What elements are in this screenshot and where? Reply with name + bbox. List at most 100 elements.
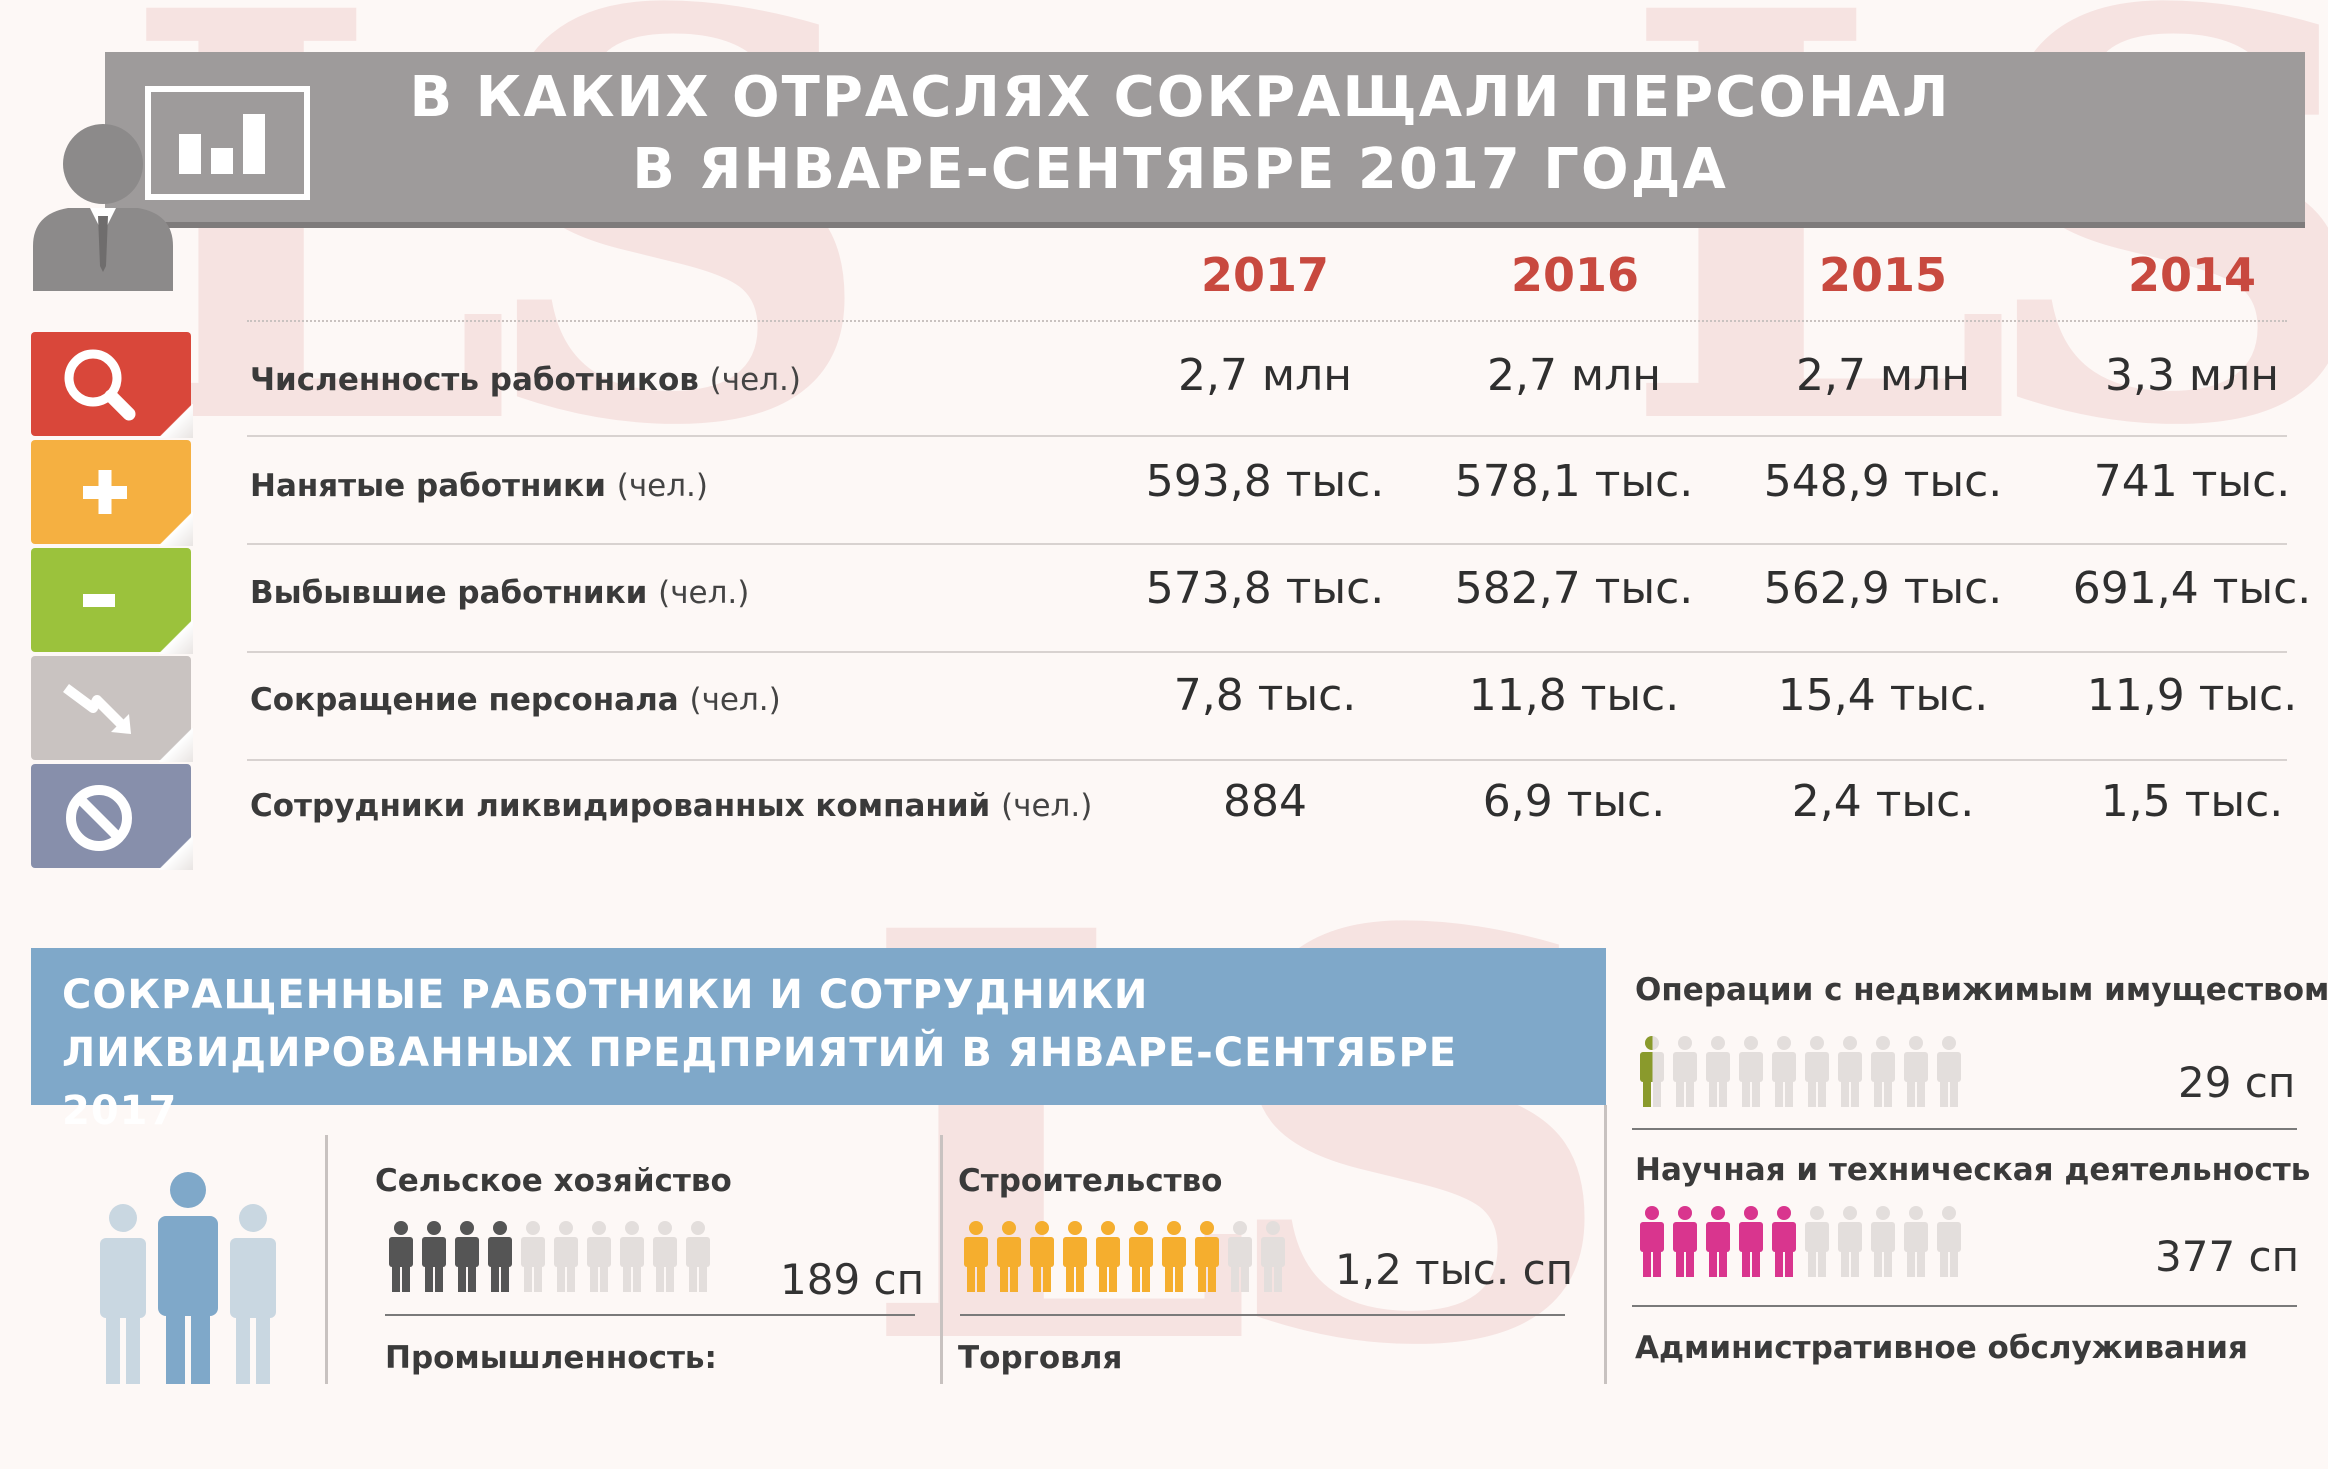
cell-employees-2014: 3,3 млн <box>2104 350 2280 401</box>
people-pictogram <box>389 1221 710 1292</box>
cell-hired-2015: 548,9 тыс. <box>1763 456 2003 507</box>
year-header-2016: 2016 <box>1510 248 1640 302</box>
down-trend-arrow-icon <box>63 683 131 734</box>
person-mark-empty <box>686 1221 710 1292</box>
sector-label-agriculture: Сельское хозяйство <box>375 1163 732 1199</box>
row-label-layoffs: Сокращение персонала (чел.) <box>250 682 781 718</box>
year-header-2015: 2015 <box>1818 248 1948 302</box>
person-mark-filled <box>1772 1206 1796 1277</box>
person-mark-empty <box>1871 1206 1895 1277</box>
person-mark-empty <box>1904 1036 1928 1107</box>
sector-value-science: 377 сп <box>2155 1232 2300 1281</box>
bar-chart-icon <box>145 86 310 200</box>
row-divider-1 <box>247 435 2287 437</box>
cell-layoffs-2016: 11,8 тыс. <box>1468 670 1680 721</box>
sector-value-construction: 1,2 тыс. сп <box>1335 1245 1574 1294</box>
person-mark-filled <box>455 1221 479 1292</box>
people-bar-real-estate <box>1636 1035 1966 1107</box>
title-line-2: В ЯНВАРЕ-СЕНТЯБРЕ 2017 ГОДА <box>632 137 1728 202</box>
sector-value-real-estate: 29 сп <box>2178 1058 2296 1107</box>
row-label-departed: Выбывшие работники (чел.) <box>250 575 750 611</box>
cell-liquidated-2016: 6,9 тыс. <box>1482 776 1666 827</box>
sector-label-real-estate: Операции с недвижимым имуществом <box>1635 972 2328 1008</box>
cell-layoffs-2015: 15,4 тыс. <box>1777 670 1989 721</box>
cell-liquidated-2017: 884 <box>1223 776 1307 827</box>
sector-label-trade: Торговля <box>958 1340 1123 1376</box>
cell-layoffs-2017: 7,8 тыс. <box>1173 670 1357 721</box>
row-divider-2 <box>247 543 2287 545</box>
person-mark-empty <box>1838 1036 1862 1107</box>
person-mark-filled <box>1063 1221 1087 1292</box>
person-mark-filled <box>1640 1036 1653 1107</box>
person-icon <box>28 116 178 295</box>
person-mark-empty <box>1904 1206 1928 1277</box>
row-icon-box-1 <box>31 332 193 438</box>
sector-label-science: Научная и техническая деятельность <box>1635 1152 2311 1188</box>
person-mark-empty <box>653 1221 677 1292</box>
cell-employees-2016: 2,7 млн <box>1486 350 1662 401</box>
cell-departed-2017: 573,8 тыс. <box>1145 563 1385 614</box>
person-mark-empty <box>1937 1036 1961 1107</box>
row-divider-4 <box>247 759 2287 761</box>
row-icon-box-3 <box>31 548 193 654</box>
sector-label-construction: Строительство <box>958 1163 1223 1199</box>
person-mark-filled <box>1739 1206 1763 1277</box>
people-bar-agriculture <box>385 1220 715 1292</box>
person-mark-empty <box>1937 1206 1961 1277</box>
watermark-center: LS <box>860 811 1618 1469</box>
sector-label-industry: Промышленность: <box>385 1340 717 1376</box>
column-separator-2 <box>940 1135 943 1384</box>
person-mark-empty <box>1739 1036 1763 1107</box>
section-title: СОКРАЩЕННЫЕ РАБОТНИКИ И СОТРУДНИКИ ЛИКВИ… <box>62 972 1458 1134</box>
cell-layoffs-2014: 11,9 тыс. <box>2086 670 2298 721</box>
sector-divider-science <box>1632 1305 2297 1307</box>
people-bar-science <box>1636 1205 1966 1277</box>
person-mark-empty <box>554 1221 578 1292</box>
cell-hired-2016: 578,1 тыс. <box>1454 456 1694 507</box>
cell-hired-2014: 741 тыс. <box>2093 456 2291 507</box>
person-mark-empty <box>620 1221 644 1292</box>
title-line-1: В КАКИХ ОТРАСЛЯХ СОКРАЩАЛИ ПЕРСОНАЛ <box>409 65 1951 130</box>
minus-icon <box>83 594 115 607</box>
people-bar-construction <box>960 1220 1290 1292</box>
person-mark-filled <box>1129 1221 1153 1292</box>
sector-divider-agriculture <box>385 1314 915 1316</box>
person-mark-empty <box>1805 1036 1829 1107</box>
year-header-2014: 2014 <box>2127 248 2257 302</box>
cell-departed-2014: 691,4 тыс. <box>2072 563 2312 614</box>
person-mark-filled <box>1640 1206 1664 1277</box>
row-label-hired: Нанятые работники (чел.) <box>250 468 708 504</box>
magnifier-icon <box>64 349 136 421</box>
person-mark-filled <box>997 1221 1021 1292</box>
cell-liquidated-2014: 1,5 тыс. <box>2100 776 2284 827</box>
row-icon-box-2 <box>31 440 193 546</box>
people-pictogram <box>964 1221 1285 1292</box>
person-mark-filled <box>422 1221 446 1292</box>
no-entry-icon <box>66 785 132 851</box>
column-separator-1 <box>325 1135 328 1384</box>
title-banner <box>105 52 2305 228</box>
person-mark-empty <box>1706 1036 1730 1107</box>
year-header-2017: 2017 <box>1200 248 1330 302</box>
cell-hired-2017: 593,8 тыс. <box>1145 456 1385 507</box>
person-mark-filled <box>1030 1221 1054 1292</box>
person-mark-filled <box>964 1221 988 1292</box>
person-mark-filled <box>1706 1206 1730 1277</box>
cell-liquidated-2015: 2,4 тыс. <box>1791 776 1975 827</box>
column-separator-3 <box>1604 1105 1607 1384</box>
section-banner <box>31 948 1606 1105</box>
plus-icon <box>83 470 127 514</box>
cell-departed-2015: 562,9 тыс. <box>1763 563 2003 614</box>
people-pictogram <box>1640 1206 1961 1277</box>
person-mark-filled <box>1096 1221 1120 1292</box>
person-mark-filled <box>1195 1221 1219 1292</box>
header-divider <box>247 320 2287 322</box>
row-label-liquidated: Сотрудники ликвидированных компаний (чел… <box>250 788 1093 824</box>
sector-divider-real-estate <box>1632 1128 2297 1130</box>
cell-departed-2016: 582,7 тыс. <box>1454 563 1694 614</box>
person-mark-empty <box>1673 1036 1697 1107</box>
row-icon-box-5 <box>31 764 193 870</box>
person-mark-filled <box>1162 1221 1186 1292</box>
person-mark-empty <box>1228 1221 1252 1292</box>
row-label-employees: Численность работников (чел.) <box>250 362 801 398</box>
